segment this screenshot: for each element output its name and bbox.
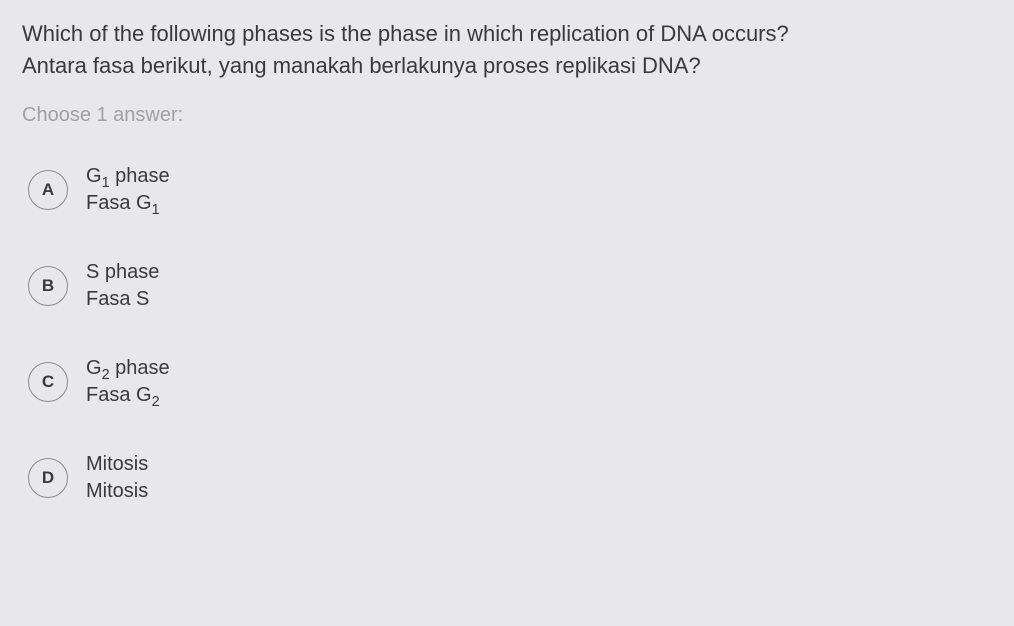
- option-text-a: G1 phase Fasa G1: [86, 163, 170, 217]
- option-a[interactable]: A G1 phase Fasa G1: [28, 163, 992, 217]
- question-text: Which of the following phases is the pha…: [22, 18, 992, 82]
- option-text-b: S phase Fasa S: [86, 259, 159, 313]
- question-line-en: Which of the following phases is the pha…: [22, 21, 789, 46]
- option-letter-b: B: [28, 266, 68, 306]
- options-list: A G1 phase Fasa G1 B S phase Fasa S C G2…: [22, 163, 992, 505]
- option-d[interactable]: D Mitosis Mitosis: [28, 451, 992, 505]
- choose-instruction: Choose 1 answer:: [22, 104, 992, 127]
- option-c[interactable]: C G2 phase Fasa G2: [28, 355, 992, 409]
- option-letter-c: C: [28, 362, 68, 402]
- option-letter-a: A: [28, 170, 68, 210]
- option-b[interactable]: B S phase Fasa S: [28, 259, 992, 313]
- option-letter-d: D: [28, 458, 68, 498]
- option-text-c: G2 phase Fasa G2: [86, 355, 170, 409]
- question-line-ms: Antara fasa berikut, yang manakah berlak…: [22, 53, 701, 78]
- option-text-d: Mitosis Mitosis: [86, 451, 148, 505]
